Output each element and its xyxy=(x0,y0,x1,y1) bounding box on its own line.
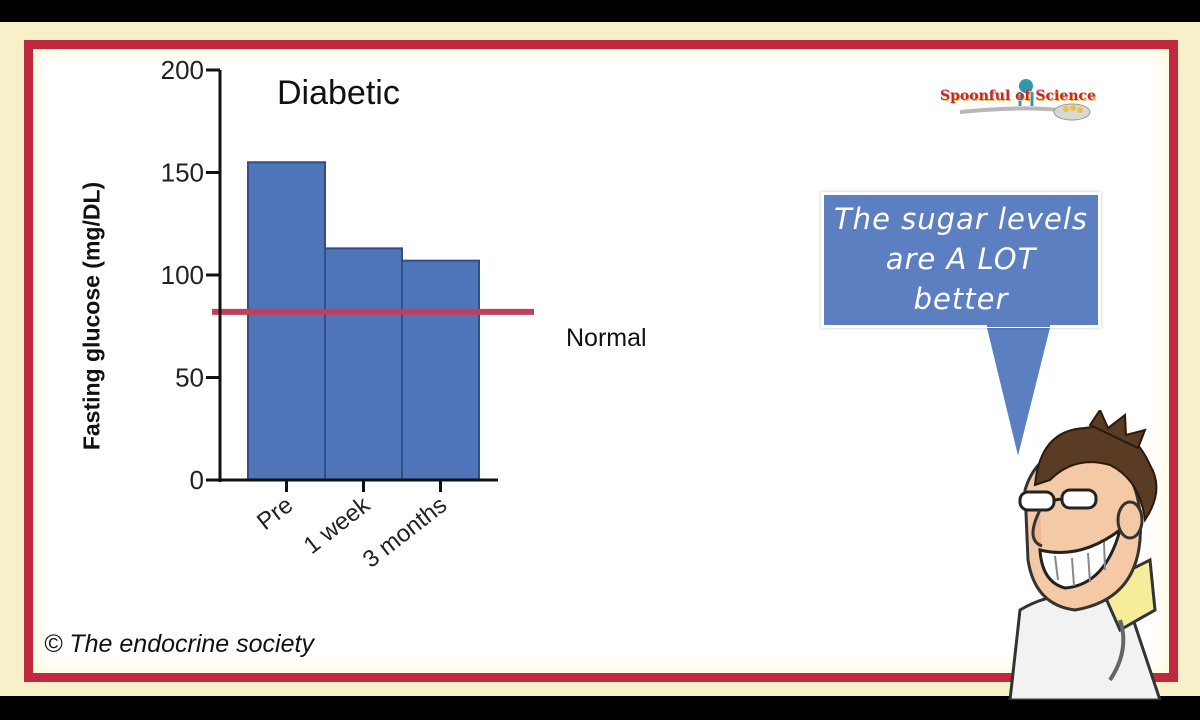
spoon-icon xyxy=(959,79,1091,121)
cartoon-scientist-illustration xyxy=(1008,410,1162,700)
slide-frame xyxy=(24,40,1178,682)
copyright-text: © The endocrine society xyxy=(44,630,314,658)
speech-bubble: The sugar levels are A LOT better xyxy=(821,192,1101,328)
normal-line-label: Normal xyxy=(566,324,647,352)
y-tick-label: 100 xyxy=(161,260,204,290)
y-tick-label: 0 xyxy=(190,465,204,495)
y-tick-label: 50 xyxy=(175,363,204,393)
speech-bubble-text: The sugar levels are A LOT better xyxy=(824,199,1098,319)
speech-line-3: better xyxy=(913,282,1009,316)
speech-line-1: The sugar levels xyxy=(833,202,1089,236)
speech-line-2: are A LOT xyxy=(885,242,1037,276)
brand-name: Spoonful of Science xyxy=(940,88,1096,104)
y-tick-label: 200 xyxy=(161,55,204,85)
chart-title: Diabetic xyxy=(277,74,400,112)
y-tick-label: 150 xyxy=(161,158,204,188)
bar-1-week xyxy=(324,247,403,481)
spoonful-of-science-logo: Spoonful of Science xyxy=(940,72,1100,138)
bar-pre xyxy=(247,161,326,481)
